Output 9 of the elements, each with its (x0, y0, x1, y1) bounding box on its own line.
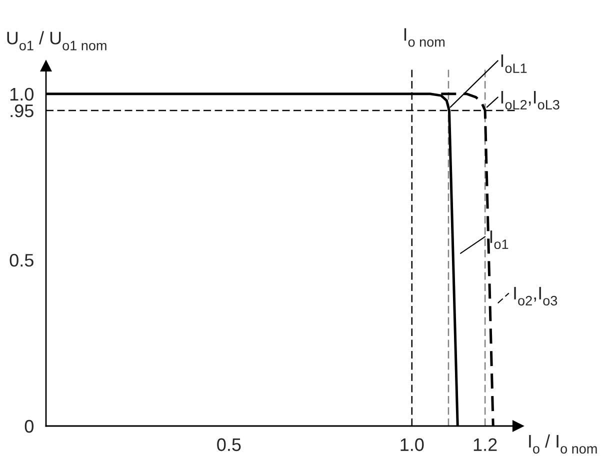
x-tick-label: 1.2 (474, 438, 497, 451)
x-tick-label: 1.0 (400, 438, 424, 452)
y-tick-label: 0 (24, 420, 34, 433)
ref-line-label: Io nom (404, 28, 445, 47)
y-tick-label: 1.0 (10, 88, 34, 101)
x-tick-label: 0.5 (217, 438, 241, 452)
x-axis-title: Io / Io nom (529, 434, 597, 454)
y-tick-label: 0.5 (10, 254, 34, 267)
y-tick-label: .95 (10, 104, 34, 118)
